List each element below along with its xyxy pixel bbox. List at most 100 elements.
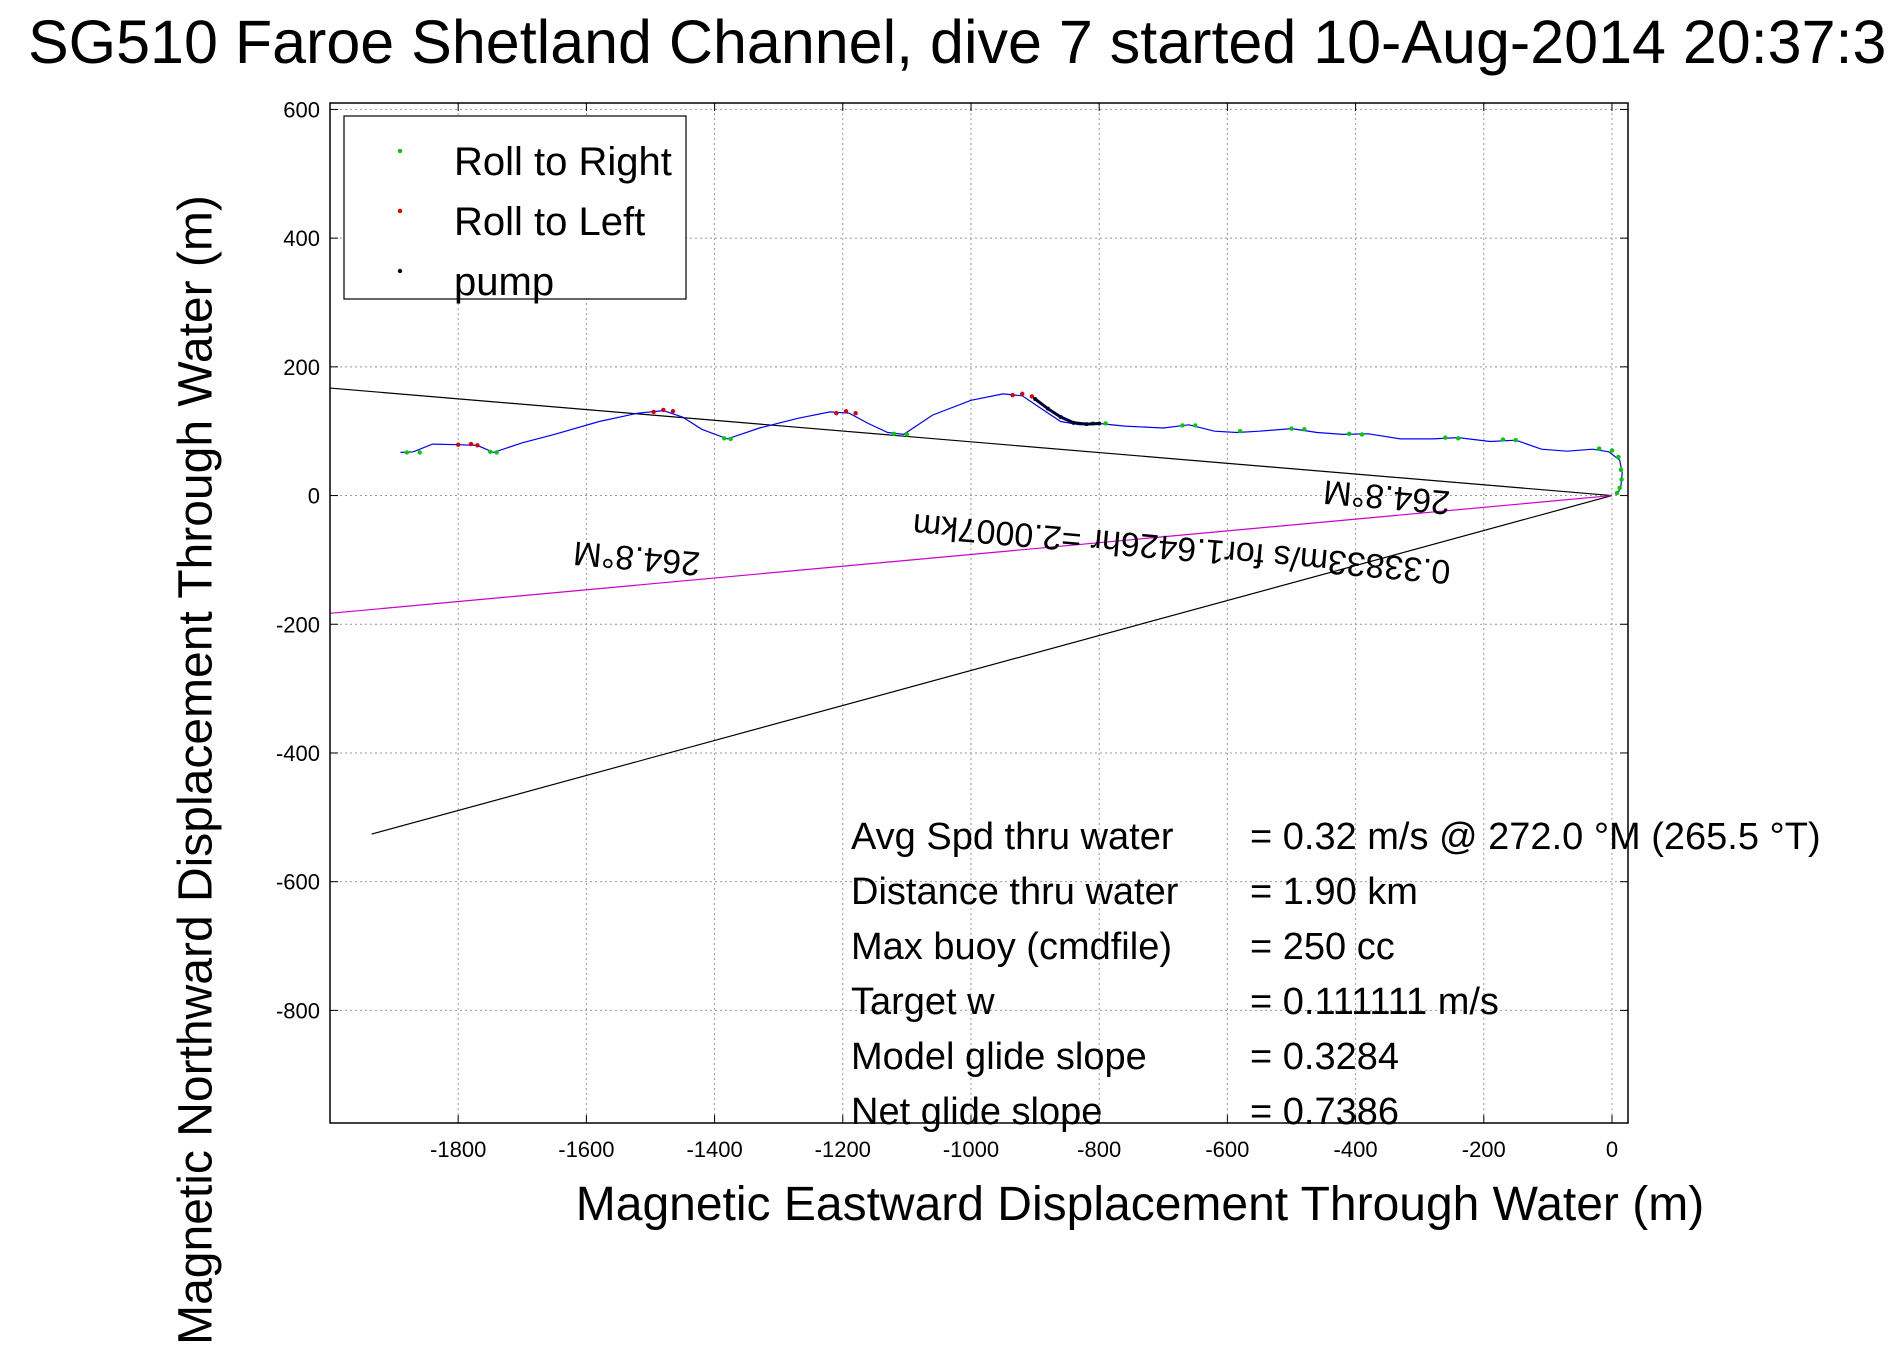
roll-right-point xyxy=(1500,437,1506,442)
roll-left-point xyxy=(455,442,461,447)
stat-label: Distance thru water xyxy=(851,871,1179,913)
legend: Roll to Right Roll to Left pump xyxy=(343,115,687,304)
x-tick-label: -600 xyxy=(1205,1137,1249,1162)
roll-right-point xyxy=(1617,485,1622,491)
roll-right-point xyxy=(1103,421,1108,426)
roll-left-point xyxy=(670,409,676,414)
roll-left-point xyxy=(1029,394,1035,399)
stat-value: = 0.32 m/s @ 272.0 °M (265.5 °T) xyxy=(1250,816,1821,858)
pump-point xyxy=(1071,420,1076,425)
roll-left-point xyxy=(661,407,666,413)
roll-right-point xyxy=(1455,436,1461,441)
legend-entry: pump xyxy=(454,260,554,304)
roll-left-point xyxy=(834,410,839,416)
roll-right-point xyxy=(1443,435,1448,440)
pump-segment xyxy=(1034,397,1100,426)
reference-line xyxy=(329,387,1613,497)
reference-lines xyxy=(329,387,1613,835)
x-tick-label: -1000 xyxy=(943,1137,999,1162)
legend-box xyxy=(343,115,687,300)
roll-left-point xyxy=(853,410,858,416)
y-tick-label: 0 xyxy=(308,484,320,509)
y-axis-label: Magnetic Northward Displacement Through … xyxy=(169,195,223,1345)
y-tick-label: 200 xyxy=(283,355,320,380)
y-tick-label: -600 xyxy=(276,870,320,895)
y-tick-label: 400 xyxy=(283,226,320,251)
roll-right-point xyxy=(1180,423,1185,428)
stat-label: Model glide slope xyxy=(851,1036,1147,1078)
track-line xyxy=(400,393,1623,495)
legend-entry: Roll to Left xyxy=(454,200,645,244)
tick-labels: -1800 -1600 -1400 -1200 -1000 -800 -600 -400 -20… xyxy=(276,97,1628,1162)
y-tick-label: -200 xyxy=(276,612,320,637)
roll-right-point xyxy=(1346,431,1352,436)
stat-label: Target w xyxy=(851,981,995,1023)
pump-point xyxy=(1045,406,1050,411)
stat-label: Avg Spd thru water xyxy=(851,816,1174,858)
roll-left-point xyxy=(1020,391,1025,397)
stat-value: = 0.3284 xyxy=(1250,1036,1399,1078)
roll-right-point xyxy=(891,431,897,436)
roll-right-point xyxy=(1238,429,1243,434)
stat-label: Max buoy (cmdfile) xyxy=(851,926,1172,968)
legend-marker xyxy=(397,268,403,274)
roll-right-point xyxy=(1359,432,1365,437)
x-tick-label: -400 xyxy=(1334,1137,1378,1162)
roll-left-point xyxy=(475,443,480,448)
roll-left-point xyxy=(1010,392,1015,398)
stat-value: = 250 cc xyxy=(1250,926,1395,968)
axes-box xyxy=(329,102,1629,1124)
roll-right-point xyxy=(722,436,727,441)
legend-marker xyxy=(397,208,403,214)
legend-marker xyxy=(397,148,403,154)
x-tick-label: -1600 xyxy=(558,1137,614,1162)
pump-point xyxy=(1058,415,1063,420)
roll-left-point xyxy=(468,441,474,447)
roll-right-point xyxy=(1619,477,1624,482)
reference-line xyxy=(371,494,1613,835)
x-axis-label: Magnetic Eastward Displacement Through W… xyxy=(575,1178,1705,1231)
roll-right-point xyxy=(1618,467,1624,473)
roll-points xyxy=(404,391,1624,496)
x-tick-label: -1200 xyxy=(815,1137,871,1162)
dive-track xyxy=(400,393,1623,495)
roll-right-point xyxy=(1614,490,1620,496)
y-tick-label: -800 xyxy=(276,998,320,1023)
roll-right-point xyxy=(488,449,493,454)
stat-value: = 0.111111 m/s xyxy=(1250,981,1499,1023)
stat-value: = 0.7386 xyxy=(1250,1091,1399,1133)
x-tick-label: -1800 xyxy=(430,1137,486,1162)
roll-right-point xyxy=(728,436,733,442)
stat-value: = 1.90 km xyxy=(1250,871,1418,913)
chart-title: SG510 Faroe Shetland Channel, dive 7 sta… xyxy=(28,8,1887,76)
roll-right-point xyxy=(1616,454,1621,460)
roll-right-point xyxy=(1513,438,1519,443)
roll-right-point xyxy=(1193,423,1198,428)
direction-annotation: 264.8°M xyxy=(1322,472,1452,521)
roll-right-point xyxy=(904,432,910,437)
x-tick-label: -800 xyxy=(1077,1137,1121,1162)
pump-point xyxy=(1097,421,1102,426)
roll-right-point xyxy=(417,450,422,455)
pump-point xyxy=(1033,397,1038,402)
roll-left-point xyxy=(843,409,849,414)
pump-point xyxy=(1084,422,1089,427)
reference-line xyxy=(329,494,1613,614)
x-tick-label: 0 xyxy=(1606,1137,1618,1162)
roll-right-point xyxy=(494,450,499,455)
y-tick-label: -400 xyxy=(276,741,320,766)
roll-right-point xyxy=(1302,427,1307,432)
roll-left-point xyxy=(651,409,656,415)
direction-annotation: 264.8°M xyxy=(572,534,702,583)
stat-label: Net glide slope xyxy=(851,1091,1103,1133)
y-tick-label: 600 xyxy=(283,97,320,122)
x-tick-label: -200 xyxy=(1462,1137,1506,1162)
x-tick-label: -1400 xyxy=(686,1137,742,1162)
roll-right-point xyxy=(404,450,410,455)
roll-right-point xyxy=(1596,446,1602,451)
roll-right-point xyxy=(1289,426,1294,431)
roll-right-point xyxy=(1609,448,1615,453)
legend-entry: Roll to Right xyxy=(454,140,672,184)
